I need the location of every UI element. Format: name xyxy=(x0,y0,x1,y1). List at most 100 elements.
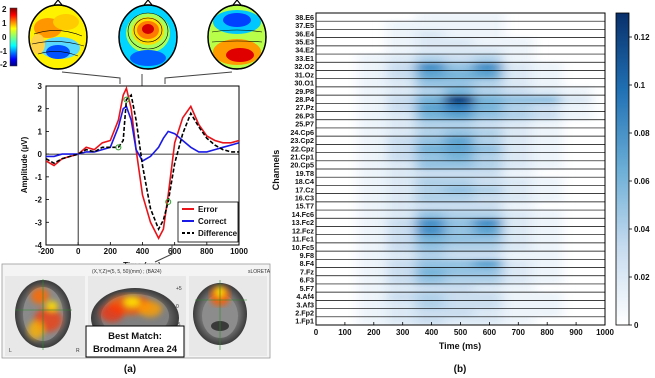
heatmap-cell xyxy=(386,316,419,325)
heatmap-cell xyxy=(502,135,535,145)
heatmap-cell xyxy=(357,250,390,260)
heatmap-cell xyxy=(444,185,477,195)
erp-y-tick-label: 2 xyxy=(38,105,43,114)
heatmap-cell xyxy=(531,94,564,104)
heatmap-cell xyxy=(357,61,390,71)
heatmap-cell xyxy=(357,209,390,219)
heatmap-cell xyxy=(415,29,448,39)
heatmap-cell xyxy=(473,61,506,71)
heatmap-channel-label: 25.P7 xyxy=(295,120,314,129)
heatmap-cell xyxy=(386,242,419,252)
heatmap-cell xyxy=(444,226,477,236)
heatmap-cell xyxy=(502,250,535,260)
heatmap-cell xyxy=(473,13,506,22)
heatmap-cell xyxy=(357,143,390,153)
topoplot-late xyxy=(207,0,267,70)
heatmap-cell xyxy=(415,168,448,178)
heatmap-cell xyxy=(502,201,535,211)
heatmap-cell xyxy=(444,37,477,47)
heatmap-cell xyxy=(531,308,564,318)
heatmap-channel-label: 32.O2 xyxy=(294,62,314,71)
heatmap-cell xyxy=(357,152,390,162)
heatmap-cell xyxy=(444,209,477,219)
heatmap-cell xyxy=(531,111,564,121)
heatmap-x-tick-label: 700 xyxy=(512,328,526,337)
heatmap-cell xyxy=(502,86,535,96)
erp-series-correct xyxy=(46,105,239,163)
heatmap-cell xyxy=(531,242,564,252)
heatmap-cell xyxy=(502,53,535,63)
heatmap-cell xyxy=(531,193,564,203)
heatmap-cell xyxy=(444,267,477,277)
best-match-box: Best Match: Brodmann Area 24 xyxy=(85,325,185,358)
heatmap-cell xyxy=(386,78,419,88)
heatmap-channel-label: 11.Fc1 xyxy=(292,235,314,244)
heatmap-cell xyxy=(415,70,448,80)
heatmap-cell xyxy=(502,234,535,244)
heatmap-x-tick-label: 200 xyxy=(367,328,381,337)
heatmap-cell xyxy=(386,119,419,129)
heatmap-cell xyxy=(415,258,448,268)
heatmap-cell xyxy=(357,119,390,129)
heatmap-cell xyxy=(502,111,535,121)
heatmap-cell xyxy=(473,53,506,63)
heatmap-cell xyxy=(357,275,390,285)
heatmap-cell xyxy=(502,168,535,178)
heatmap-cell xyxy=(502,185,535,195)
heatmap-cell xyxy=(531,258,564,268)
heatmap-cell xyxy=(444,168,477,178)
heatmap-cell xyxy=(444,111,477,121)
heatmap-cell xyxy=(473,176,506,186)
heatmap-cell xyxy=(531,299,564,309)
heatmap-channel-label: 19.T8 xyxy=(296,169,314,178)
heatmap-cell xyxy=(386,160,419,170)
heatmap-channel-label: 23.Cp2 xyxy=(290,136,314,145)
heatmap-channel-label: 34.E2 xyxy=(295,46,314,55)
heatmap-channel-label: 9.F8 xyxy=(300,251,314,260)
heatmap-channel-label: 26.P3 xyxy=(295,111,314,120)
heatmap-cell xyxy=(386,45,419,55)
heatmap-cell xyxy=(415,201,448,211)
erp-marker xyxy=(123,96,130,103)
heatmap-cell xyxy=(531,267,564,277)
mri-header: (X,Y,Z)=(5, 5, 50)(mm) ; (BA24) xyxy=(92,269,162,275)
heatmap-cell xyxy=(386,29,419,39)
heatmap-cell xyxy=(444,250,477,260)
heatmap-cell xyxy=(473,29,506,39)
heatmap-cell xyxy=(502,94,535,104)
heatmap-cell xyxy=(531,78,564,88)
heatmap-cell xyxy=(415,242,448,252)
heatmap-channel-label: 4.Af4 xyxy=(296,292,314,301)
heatmap-cell xyxy=(502,308,535,318)
heatmap-cell xyxy=(531,176,564,186)
heatmap-channel-label: 20.Cp5 xyxy=(290,161,314,170)
heatmap-x-tick-label: 800 xyxy=(541,328,555,337)
heatmap-cell xyxy=(415,299,448,309)
heatmap-cell xyxy=(444,283,477,293)
heatmap-cell xyxy=(415,119,448,129)
heatmap-cell xyxy=(386,193,419,203)
heatmap-cell xyxy=(444,201,477,211)
heatmap-cell xyxy=(473,258,506,268)
heatmap-cell xyxy=(531,209,564,219)
topomap-colorbar-tick: 1 xyxy=(2,19,7,28)
erp-x-tick-label: 0 xyxy=(76,247,81,256)
heatmap-cell xyxy=(473,226,506,236)
heatmap-chart: 1.Fp12.Fp23.Af34.Af45.F76.F37.Fz8.F49.F8… xyxy=(271,12,614,351)
heatmap-y-axis-label: Channels xyxy=(271,150,281,191)
heatmap-cell xyxy=(444,299,477,309)
heatmap-cell xyxy=(531,119,564,129)
heatmap-cell xyxy=(415,283,448,293)
heatmap-cell xyxy=(560,111,592,121)
heatmap-cell xyxy=(357,86,390,96)
heatmap-channel-label: 37.E5 xyxy=(295,21,314,30)
heatmap-cell xyxy=(386,135,419,145)
heatmap-cell xyxy=(357,185,390,195)
heatmap-cell xyxy=(444,53,477,63)
heatmap-cell xyxy=(415,291,448,301)
heatmap-cell xyxy=(444,127,477,137)
heatmap-cell xyxy=(473,37,506,47)
mri-sagittal-tick: -5 xyxy=(176,322,181,328)
heatmap-cell xyxy=(357,242,390,252)
